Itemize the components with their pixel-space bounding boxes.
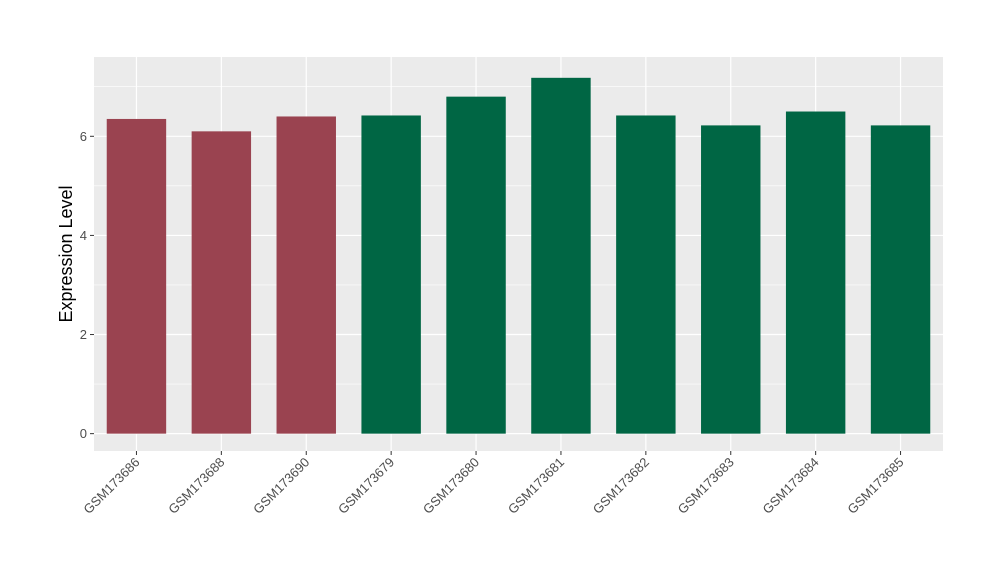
- x-tick-label: GSM173683: [675, 455, 737, 517]
- x-tick-label: GSM173686: [80, 455, 142, 517]
- x-tick-label: GSM173682: [590, 455, 652, 517]
- y-axis: 0 2 4 6: [80, 129, 94, 441]
- bars: [106, 77, 931, 434]
- bar-GSM173680: [446, 96, 506, 434]
- y-tick-label: 4: [80, 228, 87, 243]
- bar-GSM173681: [531, 77, 591, 434]
- x-tick-label: GSM173680: [420, 455, 482, 517]
- x-tick-label: GSM173688: [165, 455, 227, 517]
- bar-GSM173683: [701, 125, 761, 434]
- bar-GSM173679: [361, 115, 421, 434]
- y-tick-label: 0: [80, 426, 87, 441]
- x-tick-label: GSM173690: [250, 455, 312, 517]
- bar-GSM173688: [191, 131, 252, 434]
- y-axis-title: Expression Level: [56, 185, 76, 322]
- bar-GSM173684: [785, 111, 846, 434]
- x-tick-label: GSM173684: [760, 455, 822, 517]
- x-tick-label: GSM173681: [505, 455, 567, 517]
- bar-GSM173682: [616, 115, 676, 434]
- bar-GSM173690: [276, 116, 336, 434]
- x-axis: GSM173686 GSM173688 GSM173690 GSM173679 GSM1…: [80, 451, 907, 517]
- bar-GSM173685: [870, 125, 931, 434]
- y-tick-label: 6: [80, 129, 87, 144]
- bar-GSM173686: [106, 118, 167, 434]
- y-tick-label: 2: [80, 327, 87, 342]
- x-tick-label: GSM173685: [844, 455, 906, 517]
- x-tick-label: GSM173679: [335, 455, 397, 517]
